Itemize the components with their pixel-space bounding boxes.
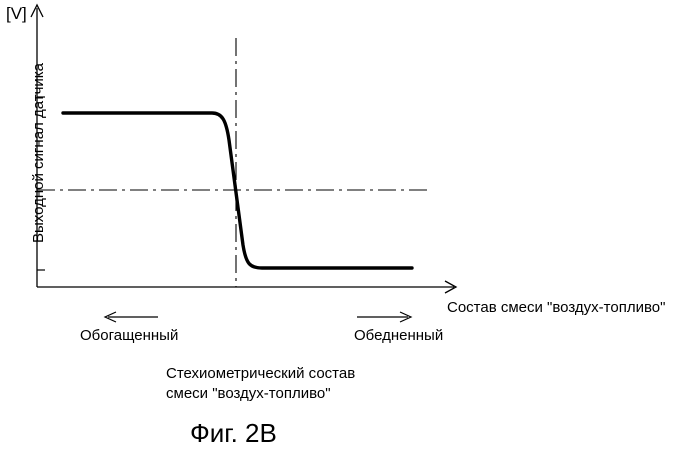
x-axis-label: Состав смеси "воздух-топливо" xyxy=(447,299,665,316)
rich-direction-label: Обогащенный xyxy=(80,327,178,344)
y-axis-label: Выходной сигнал датчика xyxy=(30,63,47,243)
unit-label: [V] xyxy=(6,4,27,24)
stoichiometric-label-line1: Стехиометрический состав xyxy=(166,364,406,384)
figure-caption: Фиг. 2B xyxy=(190,418,277,449)
stoichiometric-label: Стехиометрический состав смеси "воздух-т… xyxy=(166,364,406,404)
stoichiometric-label-line2: смеси "воздух-топливо" xyxy=(166,384,406,404)
lean-direction-label: Обедненный xyxy=(354,327,443,344)
